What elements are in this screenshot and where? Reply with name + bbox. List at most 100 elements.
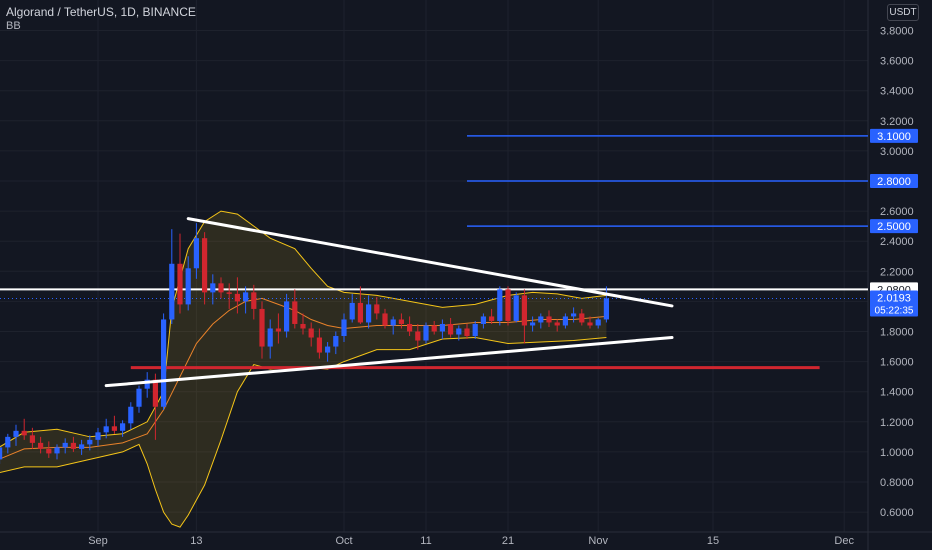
candle-body <box>226 292 232 294</box>
candle-body <box>54 447 60 454</box>
candle-body <box>275 328 281 332</box>
candle-body <box>521 295 527 326</box>
indicator-label[interactable]: BB <box>6 20 21 32</box>
trendline <box>186 217 674 308</box>
candle-body <box>111 426 117 431</box>
bollinger-basis <box>0 297 607 460</box>
candle-body <box>456 328 462 335</box>
candle-body <box>505 289 511 321</box>
candle-body <box>308 328 314 338</box>
price-tick-label: 1.6000 <box>880 357 914 369</box>
time-tick-label: Oct <box>335 535 352 547</box>
candle-body <box>21 430 27 436</box>
candle-body <box>530 322 536 326</box>
candle-body <box>218 283 224 293</box>
candle-body <box>341 319 347 337</box>
candle-body <box>284 301 290 332</box>
time-tick-label: Dec <box>834 535 854 547</box>
candle-body <box>0 447 3 460</box>
candle-body <box>29 435 35 443</box>
level-price-label: 2.5000 <box>877 221 911 233</box>
candle-body <box>407 323 413 332</box>
candle-body <box>497 289 503 321</box>
level-price-label: 2.8000 <box>877 176 911 188</box>
candle-body <box>595 319 601 326</box>
candle-body <box>103 426 109 433</box>
candle-body <box>292 301 298 324</box>
candle-body <box>169 263 175 320</box>
candle-body <box>538 316 544 323</box>
candle-body <box>603 298 609 320</box>
countdown-label: 05:22:35 <box>875 305 914 316</box>
price-tick-label: 1.0000 <box>880 447 914 459</box>
price-tick-label: 3.6000 <box>880 56 914 68</box>
last-price-label: 2.0193 <box>877 292 911 304</box>
price-tick-label: 0.8000 <box>880 477 914 489</box>
candle-body <box>579 313 585 323</box>
currency-button[interactable]: USDT <box>887 4 919 21</box>
candle-body <box>161 319 167 407</box>
price-tick-label: 3.0000 <box>880 146 914 158</box>
candle-body <box>325 346 331 353</box>
candle-body <box>390 319 396 326</box>
time-tick-label: 21 <box>502 535 514 547</box>
candle-body <box>431 325 437 332</box>
candle-body <box>193 238 199 269</box>
candle-body <box>382 313 388 326</box>
candle-body <box>489 316 495 321</box>
candle-body <box>472 323 478 337</box>
candle-body <box>5 436 11 448</box>
time-tick-label: 11 <box>420 535 431 547</box>
trendlines <box>104 217 674 388</box>
level-price-label: 3.1000 <box>877 131 911 143</box>
candle-body <box>554 322 560 326</box>
candle-body <box>70 442 76 449</box>
candle-body <box>349 302 355 320</box>
candle-body <box>251 292 257 309</box>
price-axis[interactable]: 3.8000 3.6000 3.4000 3.2000 3.0000 2.8000 2.60… <box>880 26 914 520</box>
candle-body <box>177 263 183 305</box>
candle-body <box>333 336 339 347</box>
level-price-label-bg <box>870 128 918 143</box>
candle-body <box>415 331 421 341</box>
candle-body <box>513 295 519 321</box>
candle-body <box>210 283 216 293</box>
candle-body <box>587 322 593 326</box>
candlesticks <box>0 223 609 464</box>
price-tick-label: 2.6000 <box>880 206 914 218</box>
candle-body <box>374 304 380 314</box>
candle-body <box>398 319 404 324</box>
bollinger-upper <box>0 210 607 448</box>
candle-body <box>546 316 552 323</box>
candle-body <box>185 268 191 305</box>
candle-body <box>423 325 429 341</box>
candle-body <box>259 308 265 347</box>
price-tick-label: 0.6000 <box>880 507 914 519</box>
candle-body <box>79 444 85 449</box>
price-tick-label: 2.4000 <box>880 236 914 248</box>
candle-body <box>480 316 486 324</box>
candle-body <box>464 328 470 337</box>
level-price-label-bg <box>870 219 918 234</box>
time-axis[interactable]: Sep13Oct1121Nov15Dec13 <box>88 535 932 547</box>
candle-body <box>152 379 158 407</box>
time-tick-label: Nov <box>588 535 608 547</box>
bollinger-bands <box>0 210 607 528</box>
time-tick-label: 13 <box>190 535 202 547</box>
candle-body <box>300 323 306 329</box>
bollinger-fill <box>0 211 607 528</box>
candle-body <box>439 323 445 332</box>
time-tick-label: Sep <box>88 535 108 547</box>
bollinger-lower <box>0 336 607 528</box>
candle-body <box>13 430 19 437</box>
last-price-bg <box>870 290 918 317</box>
candle-body <box>316 337 322 353</box>
candle-body <box>562 316 568 326</box>
candle-body <box>571 313 577 317</box>
price-tick-label: 3.4000 <box>880 86 914 98</box>
candle-body <box>46 448 52 454</box>
level-price-label-bg <box>870 174 918 188</box>
